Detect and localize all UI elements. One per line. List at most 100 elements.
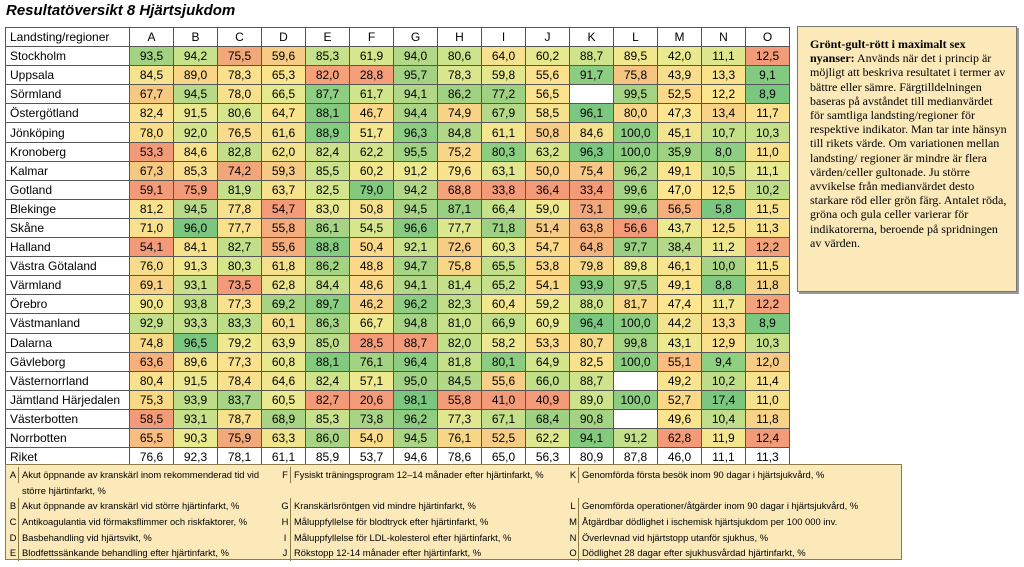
table-cell: 85,5 bbox=[305, 160, 350, 181]
table-cell: 99,6 bbox=[613, 198, 658, 219]
table-cell: 83,7 bbox=[217, 389, 262, 410]
legend-text: Genomförda första besök inom 90 dagar i … bbox=[582, 469, 825, 480]
table-cell: 84,6 bbox=[569, 122, 614, 143]
table-cell: 13,3 bbox=[701, 65, 746, 86]
table-cell: 46,2 bbox=[349, 294, 394, 315]
column-header-a: A bbox=[129, 26, 174, 48]
table-row: Gävleborg 63,6 89,6 77,3 60,8 88,1 76,1 96,4 81,… bbox=[5, 351, 790, 372]
table-cell: 81,7 bbox=[613, 294, 658, 315]
table-cell: 17,4 bbox=[701, 389, 746, 410]
table-cell: 10,3 bbox=[745, 332, 790, 353]
region-name: Kalmar bbox=[5, 160, 130, 181]
table-cell: 60,2 bbox=[349, 160, 394, 181]
table-cell: 59,2 bbox=[525, 294, 570, 315]
table-cell: 76,1 bbox=[437, 427, 482, 449]
table-cell: 11,8 bbox=[745, 275, 790, 296]
table-cell: 99,8 bbox=[613, 332, 658, 353]
table-cell: 63,3 bbox=[261, 427, 306, 449]
table-row: Uppsala 84,5 89,0 78,3 65,3 82,0 28,8 95,7 78,3 5… bbox=[5, 65, 790, 86]
table-cell: 10,5 bbox=[701, 160, 746, 181]
table-cell: 82,4 bbox=[305, 370, 350, 391]
table-cell: 62,8 bbox=[261, 275, 306, 296]
table-row: Västra Götaland 76,0 91,3 80,3 61,8 86,2 48,8 9… bbox=[5, 256, 790, 277]
legend-item-c: C Antikoagulantia vid förmaksflimmer och … bbox=[8, 514, 278, 530]
table-cell: 42,0 bbox=[657, 46, 702, 67]
table-cell: 46,7 bbox=[349, 103, 394, 124]
table-cell: 61,8 bbox=[261, 256, 306, 277]
legend-letter: H bbox=[280, 514, 291, 530]
table-cell: 88,9 bbox=[305, 122, 350, 143]
table-cell: 66,5 bbox=[261, 84, 306, 105]
table-cell: 92,9 bbox=[129, 313, 174, 334]
table-cell: 94,8 bbox=[393, 313, 438, 334]
table-cell: 11,3 bbox=[745, 447, 790, 468]
table-cell: 47,4 bbox=[657, 294, 702, 315]
note-body: Används när det i princip är möjligt att… bbox=[810, 51, 1007, 250]
table-cell: 85,0 bbox=[305, 332, 350, 353]
table-cell: 9,1 bbox=[745, 65, 790, 86]
table-cell: 81,0 bbox=[437, 313, 482, 334]
region-name: Stockholm bbox=[5, 46, 130, 67]
table-cell: 81,9 bbox=[217, 179, 262, 200]
table-cell: 84,5 bbox=[129, 65, 174, 86]
legend-letter: G bbox=[280, 498, 291, 514]
table-cell: 76,0 bbox=[129, 256, 174, 277]
table-cell: 65,3 bbox=[261, 65, 306, 86]
table-row: Kronoberg 53,3 84,6 82,8 62,0 82,4 62,2 95,5 75,… bbox=[5, 141, 790, 162]
table-cell: 11,9 bbox=[701, 427, 746, 449]
legend-letter: K bbox=[568, 467, 579, 483]
table-cell: 81,8 bbox=[437, 351, 482, 372]
table-cell: 79,8 bbox=[569, 256, 614, 277]
table-cell: 84,5 bbox=[437, 370, 482, 391]
table-cell: 96,0 bbox=[173, 217, 218, 239]
table-cell: 91,2 bbox=[613, 427, 658, 449]
table-cell: 81,4 bbox=[437, 275, 482, 296]
table-cell: 64,0 bbox=[481, 46, 526, 67]
region-name: Västra Götaland bbox=[5, 256, 130, 277]
table-cell: 63,1 bbox=[481, 160, 526, 181]
table-row: Skåne 71,0 96,0 77,7 55,8 86,1 54,5 96,6 77,7 71,… bbox=[5, 217, 790, 239]
table-cell: 61,1 bbox=[261, 447, 306, 468]
table-cell: 46,0 bbox=[657, 447, 702, 468]
table-cell: 60,1 bbox=[261, 313, 306, 334]
table-cell: 50,8 bbox=[525, 122, 570, 143]
table-cell: 12,5 bbox=[701, 217, 746, 239]
table-cell: 82,7 bbox=[305, 389, 350, 410]
table-cell: 11,5 bbox=[745, 256, 790, 277]
table-cell: 78,4 bbox=[217, 370, 262, 391]
table-cell: 62,0 bbox=[261, 141, 306, 162]
table-cell: 62,2 bbox=[525, 427, 570, 449]
table-cell: 89,7 bbox=[305, 294, 350, 315]
table-cell: 49,1 bbox=[657, 275, 702, 296]
table-row: Jämtland Härjedalen 75,3 93,9 83,7 60,5 82,7 2… bbox=[5, 389, 790, 410]
table-cell: 53,8 bbox=[525, 256, 570, 277]
table-cell: 97,7 bbox=[613, 237, 658, 258]
table-cell: 90,3 bbox=[173, 427, 218, 449]
table-cell: 55,8 bbox=[261, 217, 306, 239]
table-cell: 94,7 bbox=[393, 256, 438, 277]
table-cell: 81,2 bbox=[129, 198, 174, 219]
table-cell: 85,3 bbox=[305, 408, 350, 429]
table-cell: 94,1 bbox=[393, 84, 438, 105]
table-cell: 47,0 bbox=[657, 179, 702, 200]
table-cell: 33,8 bbox=[481, 179, 526, 200]
legend-item-g: G Kranskärlsröntgen vid mindre hjärtinfar… bbox=[280, 498, 566, 514]
column-header-g: G bbox=[393, 26, 438, 48]
table-cell: 49,6 bbox=[657, 408, 702, 429]
table-row: Östergötland 82,4 91,5 80,6 64,7 88,1 46,7 94,4… bbox=[5, 103, 790, 124]
table-cell: 55,8 bbox=[437, 389, 482, 410]
table-cell: 94,5 bbox=[173, 84, 218, 105]
table-cell: 59,1 bbox=[129, 179, 174, 200]
table-cell: 53,7 bbox=[349, 447, 394, 468]
legend-letter: F bbox=[280, 467, 291, 483]
table-cell: 82,8 bbox=[217, 141, 262, 162]
column-header-b: B bbox=[173, 26, 218, 48]
legend-item-a: A Akut öppnande av kranskärl inom rekomme… bbox=[8, 467, 278, 499]
indicator-legend: A Akut öppnande av kranskärl inom rekomme… bbox=[5, 464, 902, 561]
legend-letter: C bbox=[8, 514, 19, 530]
table-cell: 82,5 bbox=[569, 351, 614, 372]
table-cell: 10,2 bbox=[745, 179, 790, 200]
table-cell: 92,3 bbox=[173, 447, 218, 468]
table-cell: 95,0 bbox=[393, 370, 438, 391]
table-cell: 75,8 bbox=[437, 256, 482, 277]
